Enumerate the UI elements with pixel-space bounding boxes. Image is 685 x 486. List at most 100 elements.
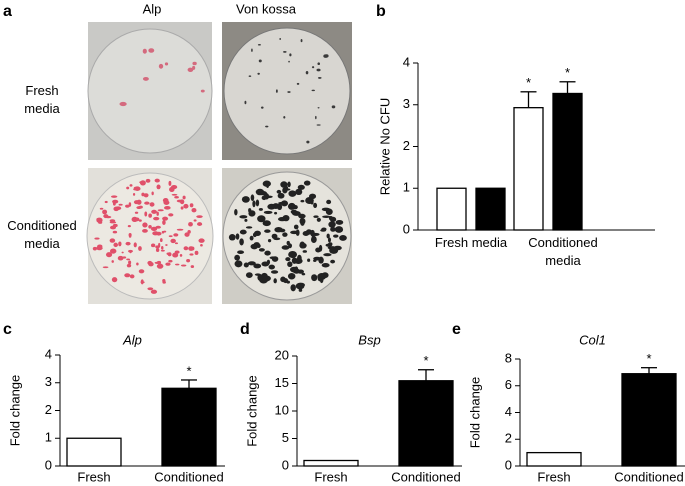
- y-tick-label: 2: [45, 402, 52, 417]
- speckle: [288, 60, 290, 63]
- y-tick-label: 3: [403, 96, 410, 111]
- speckle: [325, 243, 333, 247]
- speckle: [257, 215, 266, 223]
- speckle: [156, 260, 162, 265]
- speckle: [277, 192, 285, 199]
- speckle: [313, 202, 318, 209]
- bar: [475, 187, 506, 231]
- speckle: [142, 48, 147, 54]
- speckle: [180, 264, 187, 267]
- speckle: [253, 242, 260, 246]
- speckle: [117, 255, 124, 261]
- speckle: [192, 61, 197, 66]
- chart-title: Col1: [579, 332, 606, 347]
- y-tick-label: 0: [505, 457, 512, 472]
- speckle: [302, 250, 308, 253]
- speckle: [326, 233, 330, 239]
- speckle: [118, 203, 123, 206]
- speckle: [303, 180, 311, 186]
- speckle: [305, 70, 309, 75]
- speckle: [174, 195, 179, 199]
- speckle: [271, 256, 279, 262]
- speckle: [263, 210, 273, 215]
- y-tick-label: 0: [45, 457, 52, 472]
- speckle: [125, 241, 131, 246]
- speckle: [145, 178, 151, 183]
- speckle: [307, 258, 311, 262]
- speckle: [128, 232, 132, 237]
- y-tick-label: 8: [505, 350, 512, 365]
- speckle: [287, 272, 296, 280]
- speckle: [162, 219, 166, 225]
- dish-photos: [86, 22, 352, 304]
- speckle: [133, 242, 137, 248]
- y-axis-label: Fold change: [7, 375, 22, 447]
- speckle: [144, 211, 148, 217]
- speckle: [310, 235, 317, 244]
- speckle: [158, 63, 164, 69]
- speckle: [129, 184, 133, 187]
- speckle: [148, 262, 154, 267]
- speckle: [287, 261, 293, 268]
- speckle: [261, 261, 270, 267]
- speckle: [330, 259, 336, 264]
- speckle: [112, 223, 118, 228]
- speckle: [156, 211, 159, 216]
- x-tick-label: Conditioned: [614, 469, 683, 484]
- speckle: [187, 67, 194, 72]
- y-tick-label: 4: [45, 346, 52, 361]
- speckle: [148, 224, 152, 229]
- y-tick-label: 5: [282, 430, 289, 445]
- speckle: [330, 226, 336, 232]
- speckle: [302, 230, 310, 237]
- speckle: [234, 260, 243, 268]
- dish: [86, 172, 214, 300]
- speckle: [245, 272, 253, 279]
- speckle: [311, 274, 318, 282]
- speckle: [126, 186, 130, 190]
- speckle: [118, 241, 122, 247]
- speckle: [159, 238, 163, 243]
- x-tick-label: Conditioned media: [528, 235, 598, 268]
- speckle: [299, 186, 304, 190]
- speckle: [234, 208, 238, 216]
- speckle: [113, 206, 119, 212]
- speckle: [128, 260, 132, 265]
- speckle: [239, 229, 247, 235]
- speckle: [296, 82, 300, 85]
- speckle: [163, 230, 167, 233]
- speckle: [94, 237, 100, 240]
- speckle: [326, 199, 332, 205]
- y-tick-label: 2: [403, 138, 410, 153]
- speckle: [276, 189, 282, 194]
- speckle: [265, 181, 270, 189]
- speckle: [151, 209, 157, 214]
- speckle: [151, 243, 156, 248]
- speckle: [111, 195, 118, 198]
- speckle: [127, 225, 131, 228]
- speckle: [153, 216, 160, 221]
- panel-label: c: [3, 321, 12, 338]
- speckle: [183, 203, 189, 209]
- speckle: [253, 263, 262, 269]
- speckle: [234, 254, 241, 261]
- y-tick-label: 2: [505, 431, 512, 446]
- speckle: [317, 107, 320, 109]
- speckle: [150, 226, 158, 232]
- y-tick-label: 4: [505, 404, 512, 419]
- speckle: [328, 221, 336, 228]
- speckle: [187, 230, 191, 234]
- speckle: [275, 89, 278, 93]
- x-tick-label: Fresh: [537, 469, 570, 484]
- speckle: [260, 106, 264, 109]
- speckle: [270, 270, 279, 274]
- speckle: [290, 284, 296, 292]
- significance-marker: *: [565, 65, 570, 80]
- bar: [621, 373, 677, 467]
- chart-title: Bsp: [358, 332, 380, 347]
- speckle: [102, 266, 109, 269]
- speckle: [298, 213, 306, 219]
- x-tick-label: Fresh: [314, 469, 347, 484]
- speckle: [168, 235, 173, 238]
